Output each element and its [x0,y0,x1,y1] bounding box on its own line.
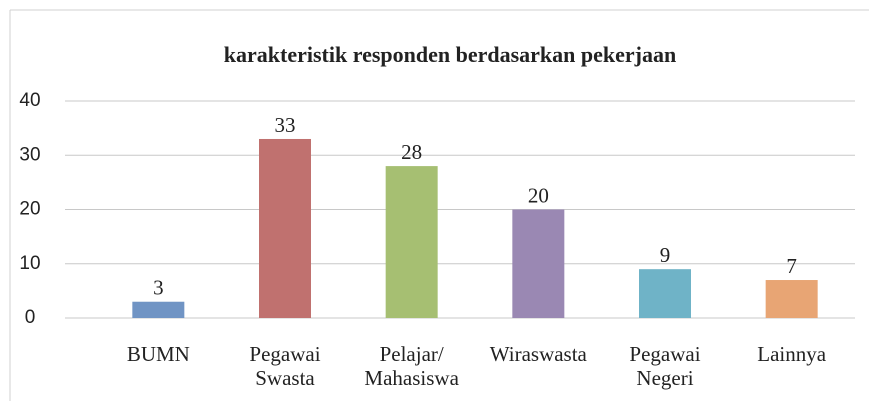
x-tick-label: Pegawai Swasta [249,342,321,390]
bar [132,301,185,318]
chart-title: karakteristik responden berdasarkan peke… [224,42,676,67]
data-label: 28 [401,140,422,164]
bar [385,166,438,318]
y-tick-label: 20 [19,199,40,220]
x-tick-label: Lainnya [757,342,827,366]
y-tick-label: 30 [19,144,40,165]
data-label: 7 [786,254,797,278]
data-label: 33 [275,113,296,137]
bar [639,269,691,318]
y-tick-label: 10 [19,253,40,274]
bar [512,209,565,318]
data-label: 9 [660,243,671,267]
data-label: 20 [528,183,549,207]
x-tick-label: BUMN [126,342,190,366]
bar [765,280,818,318]
x-tick-label: Pelajar/ Mahasiswa [364,342,459,390]
y-tick-label: 0 [25,307,36,328]
y-tick-label: 40 [19,90,40,111]
x-tick-label: Wiraswasta [489,342,587,366]
bar [259,138,311,318]
data-label: 3 [153,276,164,300]
x-tick-label: Pegawai Negeri [629,342,701,390]
